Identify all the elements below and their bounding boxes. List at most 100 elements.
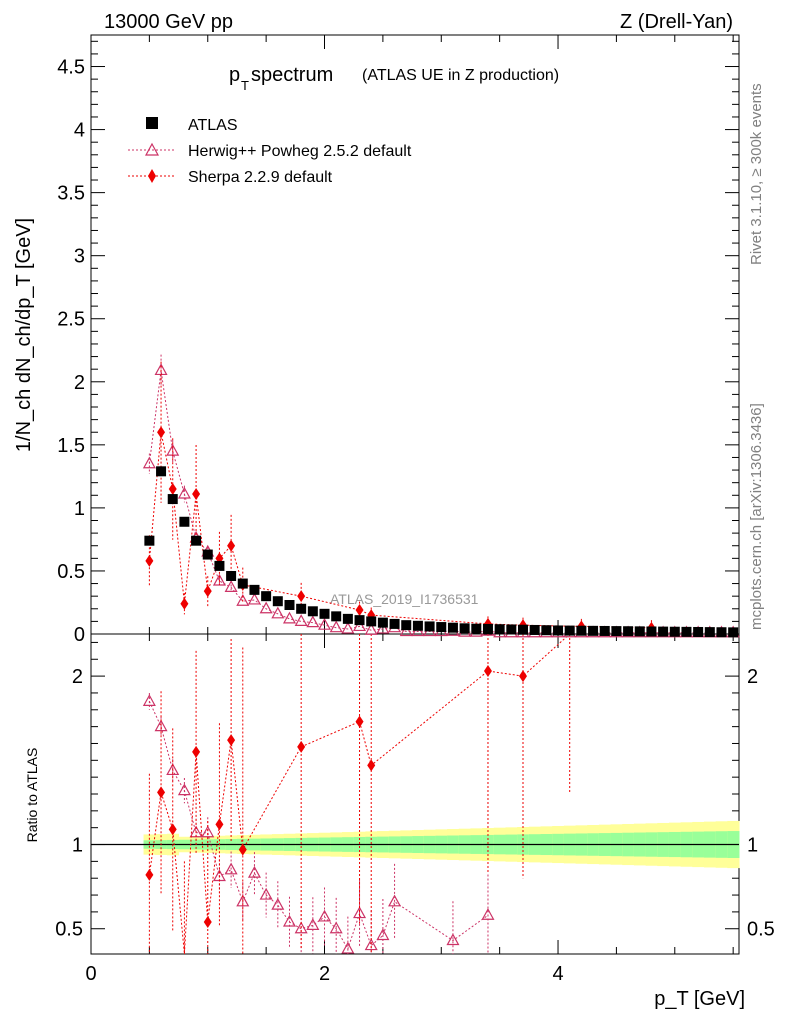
main-y-tick-label: 2 [74, 372, 85, 394]
herwig-main-point [236, 593, 250, 606]
legend-atlas-marker [146, 117, 158, 129]
atlas-main-point [693, 626, 704, 637]
sherpa-ratio-point [297, 740, 306, 753]
sherpa-ratio-point [238, 843, 247, 856]
rivet-side-text: Rivet 3.1.10, ≥ 300k events [748, 83, 765, 265]
ratio-plot-frame [90, 633, 740, 955]
herwig-ratio-point [201, 825, 215, 838]
herwig-main-point [294, 614, 308, 626]
atlas-main-point [646, 626, 657, 637]
sherpa-ratio-point [192, 745, 201, 758]
process-label: Z (Drell-Yan) [620, 11, 733, 33]
rivet-side-label: Rivet 3.1.10, ≥ 300k events [748, 83, 765, 265]
sherpa-main-point [355, 604, 364, 617]
atlas-main-point [459, 623, 470, 634]
herwig-ratio-point [329, 921, 343, 934]
ratio-y-axis-label: Ratio to ATLAS [24, 748, 40, 843]
herwig-ratio-line [148, 701, 489, 951]
atlas-main-point [389, 618, 400, 629]
herwig-main-point [212, 573, 226, 586]
atlas-main-point [436, 622, 447, 633]
herwig-main-point [376, 621, 390, 634]
atlas-main-point [261, 591, 272, 602]
sherpa-main-line [148, 432, 652, 629]
atlas-main-point [272, 596, 283, 607]
sherpa-ratio-point [203, 916, 212, 928]
herwig-ratio-point [282, 914, 297, 927]
atlas-main-point [518, 624, 528, 635]
atlas-main-point [144, 535, 155, 546]
sherpa-ratio-point [367, 759, 376, 772]
herwig-main-point [399, 624, 413, 637]
ratio-y-tick-label-right: 1 [747, 835, 758, 857]
x-tick-label: 2 [319, 963, 330, 985]
atlas-main-point [447, 622, 458, 633]
x-axis-label: p_T [GeV] [654, 988, 745, 1010]
main-y-axis-label: 1/N_ch dN_ch/dp_T [GeV] [13, 218, 35, 452]
atlas-main-point [424, 621, 435, 632]
sherpa-main-point [168, 482, 177, 495]
atlas-main-point [634, 626, 645, 637]
herwig-ratio-point [224, 862, 238, 875]
herwig-ratio-point [247, 865, 261, 878]
herwig-ratio-point [446, 933, 460, 946]
atlas-main-point [716, 627, 727, 638]
herwig-main-point [317, 617, 332, 630]
energy-label: 13000 GeV pp [104, 11, 233, 33]
herwig-main-point [177, 486, 191, 499]
ratio-y-tick-label: 1 [72, 835, 83, 857]
atlas-main-point [377, 617, 388, 628]
title-p: p [229, 64, 240, 86]
atlas-main-point [179, 516, 190, 527]
legend-herwig-label: Herwig++ Powheg 2.5.2 default [188, 143, 412, 160]
herwig-ratio-point [481, 908, 495, 920]
atlas-main-point [202, 549, 213, 560]
main-axis-ticks: 0 0.5 1 1.5 2 2.5 3 3.5 4 4.5 [57, 35, 739, 646]
atlas-main-point [401, 620, 412, 631]
sherpa-main-point [145, 554, 154, 567]
sherpa-ratio-point [355, 715, 364, 728]
main-y-tick-label: 0.5 [57, 561, 85, 583]
atlas-main-point [728, 627, 739, 638]
herwig-ratio-point [364, 938, 378, 951]
herwig-ratio-point [166, 763, 180, 776]
atlas-main-point [588, 625, 599, 636]
atlas-main-point [191, 535, 202, 546]
atlas-main-point [342, 613, 353, 624]
sherpa-ratio-point [483, 665, 492, 678]
ratio-y-tick-label: 2 [72, 666, 83, 688]
herwig-main-point [353, 619, 367, 632]
main-y-tick-label: 4.5 [57, 57, 85, 79]
main-y-tick-label: 1.5 [57, 435, 85, 457]
sherpa-main-point [157, 426, 166, 439]
atlas-main-point [471, 623, 482, 634]
herwig-ratio-point [294, 921, 308, 934]
atlas-main-point [658, 626, 669, 637]
herwig-main-point [341, 621, 355, 634]
sherpa-main-point [203, 585, 212, 598]
main-y-tick-label: 3 [74, 246, 85, 268]
title-sub-t: T [241, 78, 249, 93]
herwig-ratio-point [154, 719, 168, 732]
ratio-y-tick-label-right: 0.5 [747, 919, 775, 941]
main-y-axis-label-text: 1/N_ch dN_ch/dp_T [GeV] [13, 218, 35, 452]
herwig-main-point [306, 615, 320, 628]
herwig-ratio-point [376, 928, 390, 941]
legend-sherpa-marker [148, 169, 156, 183]
ratio-y-tick-label: 0.5 [55, 919, 83, 941]
x-tick-label: 0 [85, 963, 96, 985]
atlas-main-point [623, 626, 634, 637]
atlas-main-point [529, 624, 540, 635]
herwig-ratio-point [317, 909, 332, 922]
atlas-main-point [214, 560, 225, 571]
atlas-main-point [156, 466, 167, 477]
sherpa-main-point [192, 488, 201, 501]
title-paren: (ATLAS UE in Z production) [362, 67, 559, 84]
herwig-ratio-point [236, 894, 250, 907]
herwig-main-point [364, 622, 378, 635]
sherpa-main-point [227, 539, 236, 552]
main-y-tick-label: 1 [74, 498, 85, 520]
herwig-main-point [329, 620, 343, 633]
herwig-ratio-point [177, 783, 191, 796]
ratio-series [142, 633, 571, 955]
